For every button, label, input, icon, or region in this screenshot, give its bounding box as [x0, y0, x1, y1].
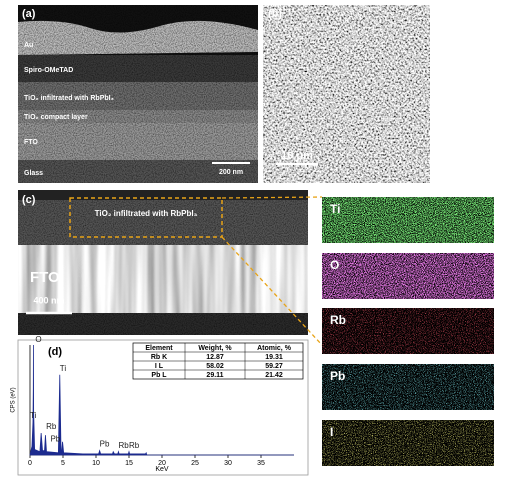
peak-label: Ti	[30, 411, 37, 420]
x-tick-label: 10	[92, 460, 100, 467]
map-label: Ti	[330, 202, 340, 216]
layer-label: Au	[24, 42, 33, 49]
peak-label: Rb	[46, 422, 57, 431]
panel-label: (a)	[22, 8, 36, 20]
panel-b	[263, 5, 430, 183]
x-axis-label: KeV	[155, 466, 169, 473]
layer-label: FTO	[24, 139, 38, 146]
x-tick-label: 0	[28, 460, 32, 467]
box-label: TiO₂ infiltrated with RbPbI₃	[95, 209, 198, 218]
layer-label: TiO₂ compact layer	[24, 114, 88, 121]
panel-d: (d) 0 5 10 15 20 25 30 35 KeV CPS (eV) O Ti Rb Pb Ti Pb R…	[11, 335, 309, 476]
table-header: Atomic, %	[257, 345, 292, 352]
table-cell: 21.42	[265, 372, 283, 379]
table-cell: I L	[155, 363, 164, 370]
x-tick-label: 20	[158, 460, 166, 467]
scale-bar-label: 200 nm	[219, 169, 243, 176]
map-signal	[322, 253, 494, 299]
x-tick-label: 15	[125, 460, 133, 467]
table-header: Weight, %	[198, 345, 232, 352]
layer-label: Glass	[24, 170, 43, 177]
panel-a	[18, 5, 258, 183]
panel-label: (c)	[22, 194, 36, 206]
table-cell: 12.87	[206, 354, 224, 361]
panel-label: (d)	[48, 346, 62, 358]
panel-label: (b)	[268, 8, 282, 20]
peak-label: Rb	[129, 441, 140, 450]
map-signal	[322, 420, 494, 466]
table-cell: 29.11	[206, 372, 223, 379]
map-label: Pb	[330, 369, 345, 383]
peak-label: Rb	[118, 441, 129, 450]
peak-label: O	[35, 335, 41, 344]
table-header: Element	[145, 345, 173, 352]
map-signal	[322, 308, 494, 354]
eds-maps: Ti O Rb Pb I	[322, 197, 494, 466]
table-cell: 19.31	[265, 354, 283, 361]
layer-label: TiO₂ infiltrated with RbPbI₃	[24, 95, 114, 102]
table-cell: 58.02	[206, 363, 224, 370]
peak-label: Pb	[100, 440, 110, 449]
table-cell: Pb L	[151, 372, 167, 379]
map-label: Rb	[330, 313, 346, 327]
map-signal	[322, 197, 494, 243]
x-tick-label: 25	[191, 460, 199, 467]
table-cell: 59.27	[265, 363, 283, 370]
layer-label: Spiro-OMeTAD	[24, 67, 73, 74]
map-label: I	[330, 425, 333, 439]
y-axis-label: CPS (eV)	[11, 387, 17, 412]
panel-c	[18, 190, 323, 346]
scale-bar-label: 10 μm	[281, 150, 313, 162]
scale-bar-label: 400 nm	[33, 295, 64, 305]
x-tick-label: 35	[257, 460, 265, 467]
x-tick-label: 5	[61, 460, 65, 467]
x-tick-label: 30	[224, 460, 232, 467]
peak-label: Pb	[50, 434, 60, 443]
region-label: FTO	[30, 269, 60, 286]
map-signal	[322, 364, 494, 410]
table-cell: Rb K	[151, 354, 167, 361]
map-label: O	[330, 258, 339, 272]
spectrum	[29, 344, 294, 456]
peak-label: Ti	[60, 364, 67, 373]
